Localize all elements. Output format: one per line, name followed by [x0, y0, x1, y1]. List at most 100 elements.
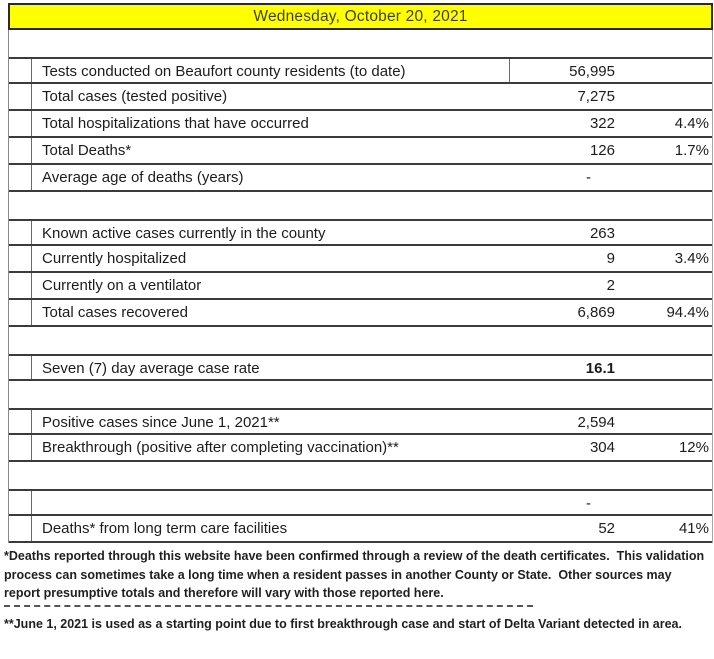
row-percent: 3.4% [674, 250, 709, 267]
row-label: Seven (7) day average case rate [42, 360, 260, 377]
row-label: Total cases recovered [42, 304, 188, 321]
row-label: Average age of deaths (years) [42, 169, 244, 186]
row-label [32, 381, 510, 408]
row-value: 16.1 [585, 360, 615, 377]
row-left-gutter [9, 221, 32, 244]
row-percent [618, 165, 712, 190]
report-date-label: Wednesday, October 20, 2021 [253, 8, 468, 25]
table-row: Total hospitalizations that have occurre… [9, 111, 712, 138]
row-label: Breakthrough (positive after completing … [42, 439, 399, 456]
row-left-gutter [9, 410, 32, 433]
row-left-gutter [9, 192, 32, 219]
row-label: Positive cases since June 1, 2021** [42, 414, 280, 431]
table-row: Known active cases currently in the coun… [9, 219, 712, 246]
row-value: 322 [589, 115, 615, 132]
row-value: 263 [589, 225, 615, 242]
row-percent [618, 84, 712, 109]
row-percent [618, 462, 712, 489]
row-percent: 41% [678, 520, 709, 537]
row-left-gutter [9, 300, 32, 325]
row-value: 126 [589, 142, 615, 159]
row-left-gutter [9, 327, 32, 354]
row-value [510, 381, 618, 408]
row-left-gutter [9, 435, 32, 460]
row-left-gutter [9, 84, 32, 109]
row-label [32, 462, 510, 489]
row-label: Total Deaths* [42, 142, 132, 159]
row-value: 2 [606, 277, 615, 294]
footnote-june: **June 1, 2021 is used as a starting poi… [4, 616, 682, 631]
row-left-gutter [9, 516, 32, 541]
row-label: Currently on a ventilator [42, 277, 202, 294]
row-label: Tests conducted on Beaufort county resid… [32, 59, 510, 82]
row-left-gutter [9, 491, 32, 514]
row-left-gutter [9, 273, 32, 298]
row-left-gutter [9, 59, 32, 82]
row-value: 6,869 [577, 304, 615, 321]
row-percent: 1.7% [674, 142, 709, 159]
row-percent [618, 221, 712, 244]
table-row: Positive cases since June 1, 2021** 2,59… [9, 408, 712, 435]
row-percent [618, 356, 712, 379]
table-row: Seven (7) day average case rate 16.1 [9, 354, 712, 381]
row-left-gutter [9, 111, 32, 136]
table-row [9, 192, 712, 219]
row-value: 52 [598, 520, 615, 537]
row-percent [618, 192, 712, 219]
footnote-divider [4, 604, 533, 607]
row-percent [618, 381, 712, 408]
row-value [510, 462, 618, 489]
table-row [9, 327, 712, 354]
row-label [32, 192, 510, 219]
row-label [32, 491, 510, 514]
row-value: 2,594 [577, 414, 615, 431]
report-date-header: Wednesday, October 20, 2021 [8, 3, 713, 30]
row-value: 56,995 [569, 63, 615, 80]
row-value: 9 [606, 250, 615, 267]
row-value: 7,275 [577, 88, 615, 105]
row-percent [618, 410, 712, 433]
row-label: Currently hospitalized [42, 250, 187, 267]
row-left-gutter [9, 165, 32, 190]
table-row: - [9, 489, 712, 516]
row-percent [618, 327, 712, 354]
row-label: Total cases (tested positive) [42, 88, 228, 105]
row-left-gutter [9, 356, 32, 379]
table-row [9, 30, 712, 57]
covid-report-page: Wednesday, October 20, 2021 Tests conduc… [0, 3, 714, 659]
table-row: Average age of deaths (years) - [9, 165, 712, 192]
row-percent [618, 30, 712, 57]
row-percent [618, 491, 712, 514]
row-value [510, 30, 618, 57]
row-label [32, 327, 510, 354]
table-row: Currently on a ventilator 2 [9, 273, 712, 300]
row-label: Known active cases currently in the coun… [42, 225, 326, 242]
row-left-gutter [9, 246, 32, 271]
table-row: Currently hospitalized 9 3.4% [9, 246, 712, 273]
row-percent: 12% [678, 439, 709, 456]
table-row: Total cases (tested positive) 7,275 [9, 84, 712, 111]
row-value: - [586, 169, 591, 186]
row-label: Total hospitalizations that have occurre… [42, 115, 309, 132]
row-percent: 94.4% [666, 304, 709, 321]
table-row: Total cases recovered 6,869 94.4% [9, 300, 712, 327]
table-row [9, 462, 712, 489]
row-label: Deaths* from long term care facilities [42, 520, 288, 537]
row-value: - [586, 495, 591, 512]
row-left-gutter [9, 30, 32, 57]
footnote-deaths: *Deaths reported through this website ha… [4, 549, 708, 601]
report-table-body: Tests conducted on Beaufort county resid… [8, 30, 713, 543]
row-value [510, 327, 618, 354]
table-row [9, 381, 712, 408]
row-value: 304 [589, 439, 615, 456]
table-row: Tests conducted on Beaufort county resid… [9, 57, 712, 84]
row-left-gutter [9, 462, 32, 489]
table-row: Deaths* from long term care facilities 5… [9, 516, 712, 543]
table-row: Breakthrough (positive after completing … [9, 435, 712, 462]
row-left-gutter [9, 138, 32, 163]
row-percent [618, 273, 712, 298]
row-value [510, 192, 618, 219]
row-label [32, 30, 510, 57]
row-percent: 4.4% [674, 115, 709, 132]
table-row: Total Deaths* 126 1.7% [9, 138, 712, 165]
